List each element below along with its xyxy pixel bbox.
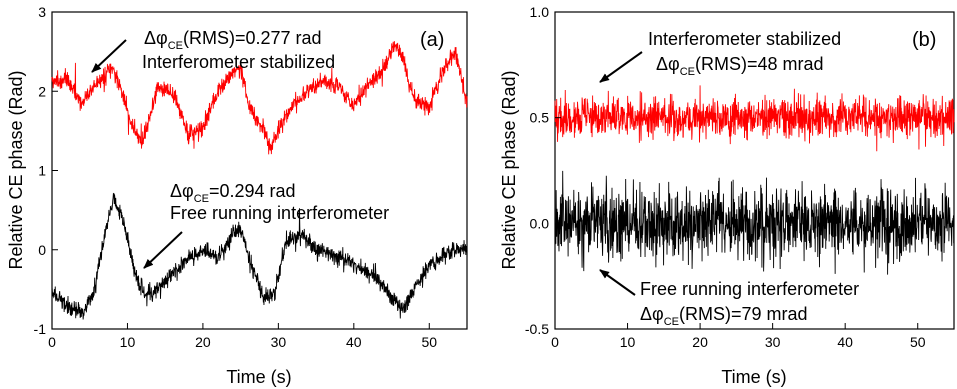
series-line-free-running: [554, 170, 955, 275]
annotation-stabilized-a: Interferometer stabilized: [142, 52, 335, 72]
y-axis-label-b: Relative CE phase (Rad): [499, 70, 519, 269]
series-line-free-running: [51, 192, 468, 320]
traces-b: [554, 85, 955, 275]
arrow-free-running-b: [599, 269, 636, 296]
x-tick-label: 50: [910, 334, 926, 350]
y-tick-label: 0.0: [530, 215, 550, 231]
arrow-stabilized-b: [599, 51, 643, 83]
y-tick-label: 3: [38, 4, 46, 20]
y-tick-label: 0.5: [530, 110, 550, 126]
traces-a: [51, 41, 468, 320]
panel-label-b: (b): [912, 29, 936, 51]
x-axis-label-b: Time (s): [721, 367, 786, 387]
annotation-rms-black-b: ΔφCE(RMS)=79 mrad: [640, 304, 808, 328]
panel-label-a: (a): [420, 29, 444, 51]
y-axis-label-a: Relative CE phase (Rad): [6, 70, 26, 269]
panel-b: 0 10 20 30 40 50 -0.5 0.0 0.5 1.0 Time (s) Relati…: [499, 4, 955, 387]
y-tick-label: -0.5: [525, 321, 549, 337]
x-tick-label: 20: [692, 334, 708, 350]
annotation-rms-red-a: ΔφCE(RMS)=0.277 rad: [144, 28, 322, 52]
series-line-stabilized: [51, 41, 468, 155]
x-tick-label: 0: [551, 334, 559, 350]
series-line-stabilized: [554, 85, 955, 152]
ticks-b: 0 10 20 30 40 50 -0.5 0.0 0.5 1.0: [525, 4, 926, 350]
annotation-rms-red-b: ΔφCE(RMS)=48 mrad: [656, 54, 824, 78]
y-tick-label: -1: [34, 321, 47, 337]
x-tick-label: 30: [271, 334, 287, 350]
x-tick-label: 0: [48, 334, 56, 350]
y-tick-label: 1.0: [530, 4, 550, 20]
annotation-stabilized-b: Interferometer stabilized: [648, 29, 841, 49]
annotation-delta-black-a: ΔφCE=0.294 rad: [170, 181, 296, 205]
y-tick-label: 1: [38, 163, 46, 179]
y-tick-label: 0: [38, 242, 46, 258]
x-tick-label: 40: [837, 334, 853, 350]
arrow-stabilized-a: [91, 39, 127, 73]
arrow-free-running-a: [143, 231, 183, 269]
x-axis-label-a: Time (s): [226, 367, 291, 387]
x-tick-label: 10: [120, 334, 136, 350]
plot-frame-b: [554, 11, 955, 330]
annotation-free-running-a: Free running interferometer: [170, 203, 389, 223]
x-tick-label: 10: [620, 334, 636, 350]
annotation-free-running-b: Free running interferometer: [640, 279, 859, 299]
x-tick-label: 20: [195, 334, 211, 350]
y-tick-label: 2: [38, 83, 46, 99]
x-tick-label: 30: [765, 334, 781, 350]
x-tick-label: 50: [421, 334, 437, 350]
x-tick-label: 40: [346, 334, 362, 350]
